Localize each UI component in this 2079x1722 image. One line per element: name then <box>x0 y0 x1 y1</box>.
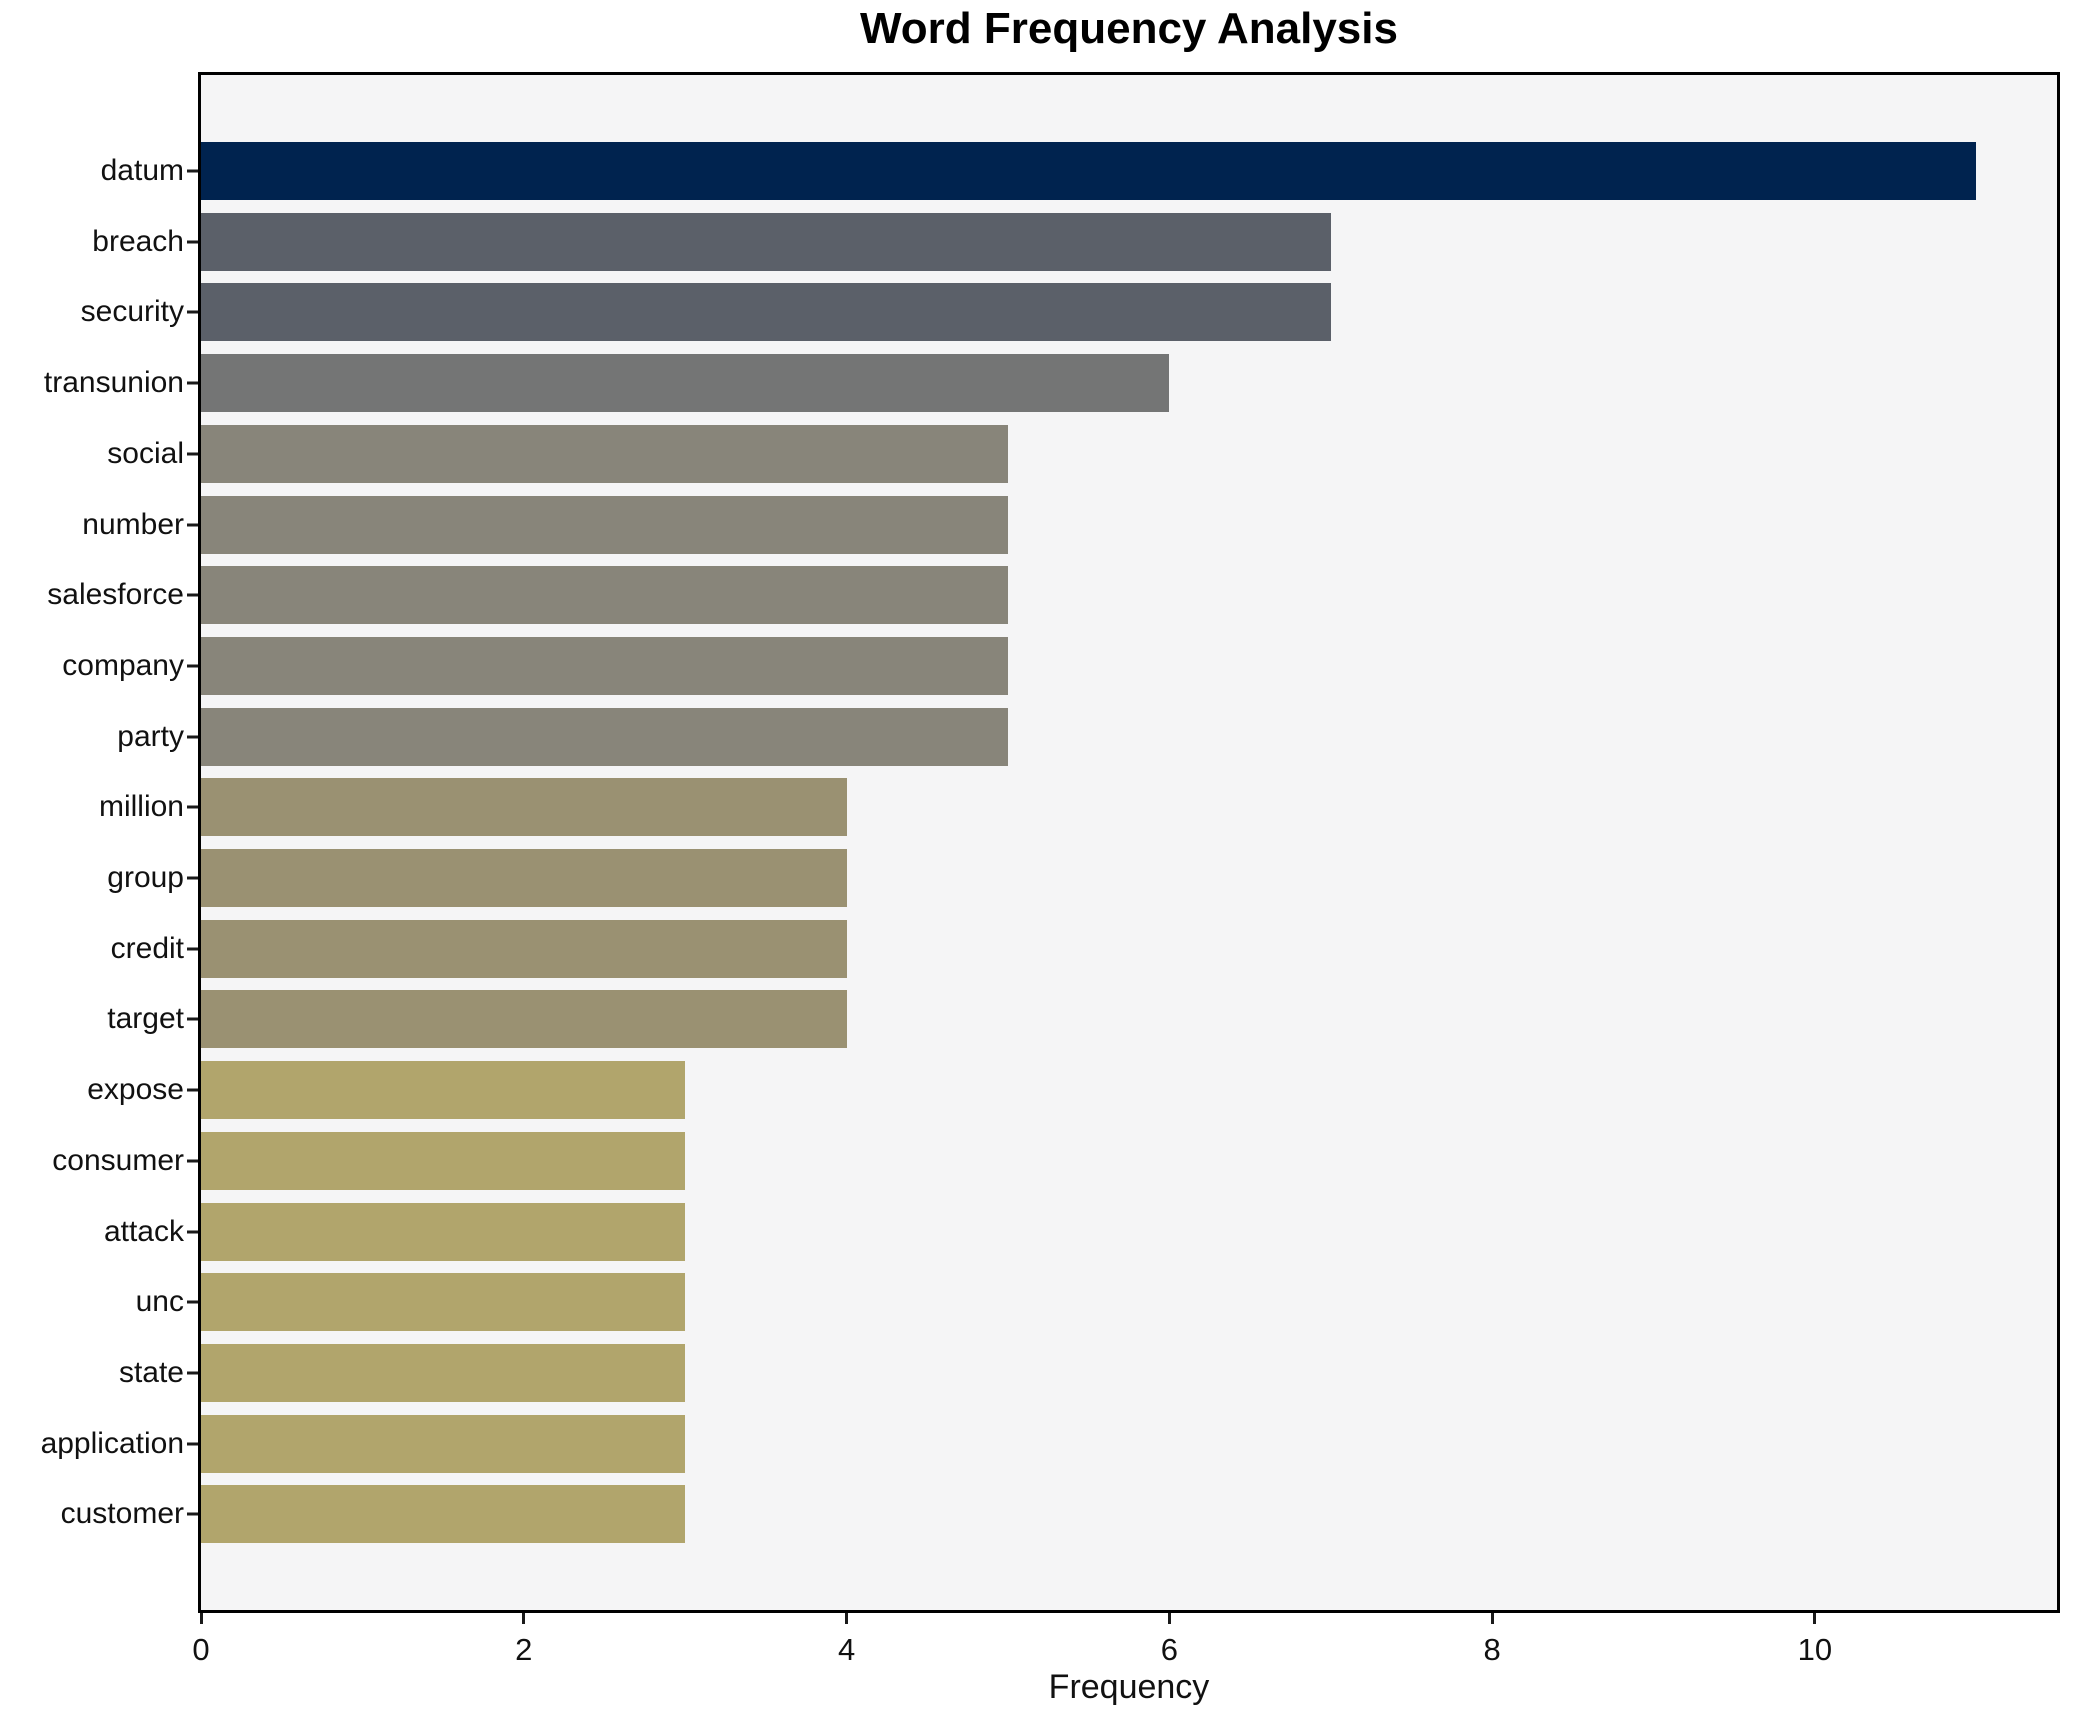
bar-transunion <box>201 354 1170 413</box>
x-tick-mark <box>845 1613 849 1624</box>
y-tick-label-state: state <box>118 1355 184 1389</box>
y-tick-mark <box>187 1088 198 1092</box>
x-tick-mark <box>522 1613 526 1624</box>
bar-expose <box>201 1061 686 1120</box>
y-tick-label-datum: datum <box>100 154 184 187</box>
bar-customer <box>201 1485 686 1544</box>
y-tick-mark <box>187 664 198 668</box>
chart-title: Word Frequency Analysis <box>860 4 1398 53</box>
y-tick-mark <box>187 1230 198 1233</box>
bar-social <box>201 424 1008 483</box>
x-tick-label-8: 8 <box>1483 1632 1501 1667</box>
y-tick-mark <box>187 947 198 951</box>
plot-area <box>198 72 2060 1613</box>
y-tick-label-million: million <box>98 790 184 824</box>
y-tick-label-company: company <box>62 648 184 682</box>
y-tick-mark <box>187 735 198 739</box>
y-tick-mark <box>187 805 198 809</box>
x-tick-label-10: 10 <box>1797 1632 1833 1667</box>
y-tick-label-social: social <box>107 436 184 470</box>
y-tick-mark <box>187 1300 198 1304</box>
y-tick-mark <box>187 1512 198 1516</box>
bar-credit <box>201 919 847 978</box>
bar-attack <box>201 1202 686 1261</box>
y-tick-label-consumer: consumer <box>52 1143 184 1177</box>
y-tick-label-transunion: transunion <box>43 366 184 400</box>
y-tick-mark <box>187 169 198 173</box>
y-tick-mark <box>187 523 198 526</box>
bar-security <box>201 283 1331 342</box>
y-tick-label-expose: expose <box>87 1073 184 1107</box>
bar-consumer <box>201 1131 686 1190</box>
x-axis-title: Frequency <box>1048 1668 1210 1706</box>
x-tick-label-0: 0 <box>192 1632 210 1667</box>
bar-million <box>201 778 847 837</box>
y-tick-label-security: security <box>80 295 184 329</box>
y-tick-label-customer: customer <box>60 1497 184 1531</box>
y-tick-mark <box>187 310 198 314</box>
bar-number <box>201 495 1008 554</box>
y-tick-label-attack: attack <box>103 1214 184 1248</box>
y-tick-label-credit: credit <box>110 931 184 965</box>
bar-group <box>201 849 847 907</box>
y-tick-label-number: number <box>82 507 184 541</box>
x-tick-mark <box>199 1613 203 1624</box>
x-tick-label-6: 6 <box>1160 1632 1178 1667</box>
bar-party <box>201 707 1008 766</box>
bar-unc <box>201 1273 686 1332</box>
bar-breach <box>201 212 1331 271</box>
y-tick-mark <box>187 240 198 244</box>
y-tick-label-party: party <box>117 719 184 753</box>
y-tick-mark <box>187 452 198 456</box>
y-tick-mark <box>187 1442 198 1446</box>
y-tick-label-group: group <box>107 861 184 894</box>
x-tick-mark <box>1167 1613 1171 1624</box>
y-tick-mark <box>187 1017 198 1021</box>
bar-datum <box>201 142 1977 200</box>
y-tick-mark <box>187 593 198 597</box>
y-tick-label-unc: unc <box>135 1285 184 1319</box>
y-tick-label-application: application <box>40 1426 184 1460</box>
bar-state <box>201 1343 686 1402</box>
bar-target <box>201 990 847 1049</box>
y-tick-label-salesforce: salesforce <box>47 578 184 612</box>
y-tick-mark <box>187 1371 198 1375</box>
x-tick-label-4: 4 <box>837 1632 856 1667</box>
x-tick-label-2: 2 <box>515 1632 533 1667</box>
x-tick-mark <box>1490 1613 1494 1624</box>
y-tick-label-breach: breach <box>92 224 184 258</box>
bar-salesforce <box>201 566 1008 625</box>
x-tick-mark <box>1813 1613 1817 1624</box>
y-tick-label-target: target <box>107 1002 184 1036</box>
y-tick-mark <box>187 876 198 880</box>
bar-application <box>201 1414 686 1473</box>
bar-company <box>201 636 1008 695</box>
y-tick-mark <box>187 381 198 385</box>
y-tick-mark <box>187 1159 198 1163</box>
